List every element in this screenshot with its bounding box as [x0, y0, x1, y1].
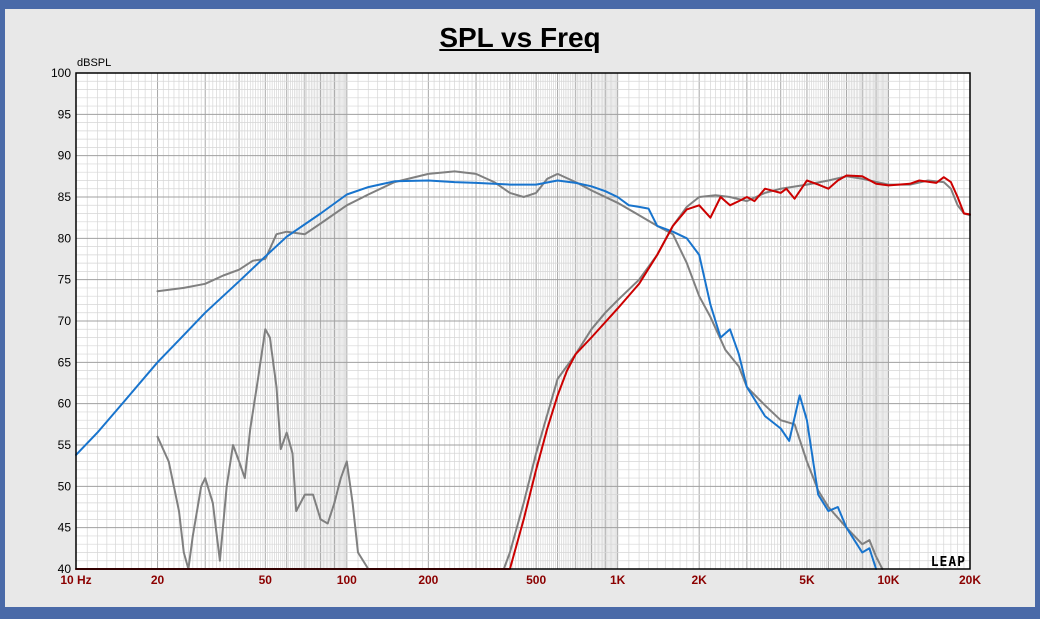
y-tick-label: 85 [58, 190, 72, 204]
y-tick-label: 50 [58, 479, 72, 493]
x-tick-label: 10 Hz [60, 573, 91, 587]
x-tick-label: 2K [692, 573, 708, 587]
series-line-2 [156, 328, 370, 570]
x-tick-label: 50 [259, 573, 273, 587]
y-tick-label: 70 [58, 314, 72, 328]
y-tick-label: 100 [51, 66, 71, 80]
y-axis-label: dBSPL [77, 57, 111, 69]
y-tick-label: 75 [58, 273, 72, 287]
series-line-5 [75, 174, 971, 570]
x-tick-label: 200 [418, 573, 438, 587]
x-tick-label: 10K [877, 573, 899, 587]
y-tick-label: 80 [58, 231, 72, 245]
y-tick-label: 55 [58, 438, 72, 452]
y-tick-label: 90 [58, 149, 72, 163]
y-tick-label: 40 [58, 562, 72, 576]
y-tick-label: 65 [58, 355, 72, 369]
grid [75, 72, 971, 570]
x-tick-label: 5K [799, 573, 815, 587]
y-tick-label: 95 [58, 107, 72, 121]
x-tick-label: 100 [337, 573, 357, 587]
x-tick-label: 20K [959, 573, 981, 587]
leap-logo: LEAP [931, 555, 966, 570]
x-tick-label: 20 [151, 573, 165, 587]
series-line-1 [156, 170, 884, 570]
y-tick-label: 60 [58, 397, 72, 411]
series-line-4 [75, 179, 878, 570]
x-tick-label: 500 [526, 573, 546, 587]
plot-border [75, 72, 971, 570]
x-tick-label: 1K [610, 573, 626, 587]
chart-title: SPL vs Freq [439, 22, 601, 53]
y-tick-label: 45 [58, 521, 72, 535]
